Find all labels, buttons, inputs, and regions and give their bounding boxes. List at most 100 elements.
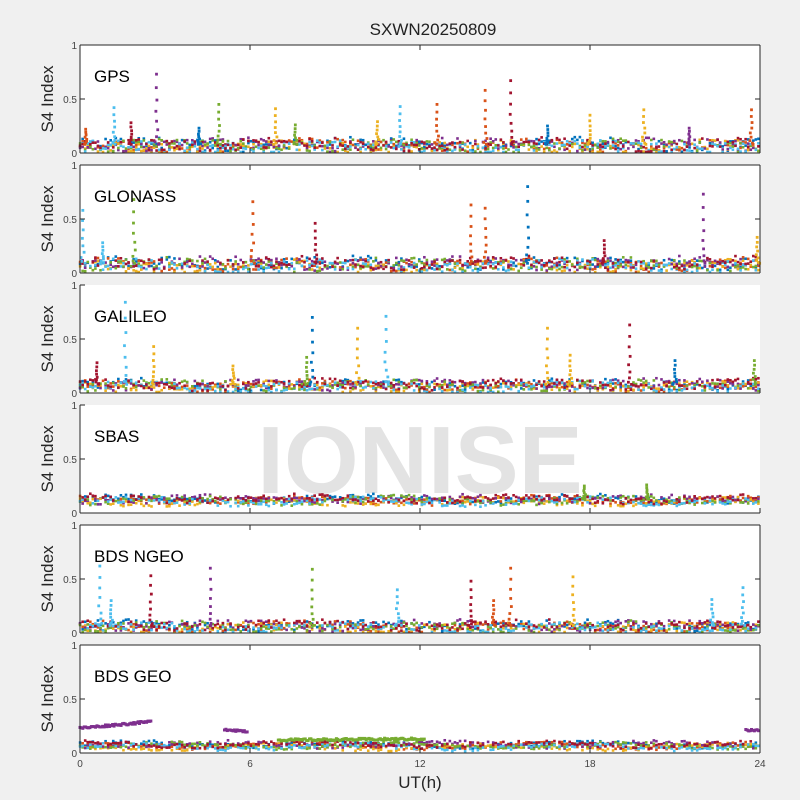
point <box>629 388 633 392</box>
spike-point <box>383 350 387 354</box>
point <box>662 265 666 268</box>
point <box>104 137 107 141</box>
point <box>479 150 482 154</box>
point <box>606 140 610 144</box>
spike-point <box>314 260 318 264</box>
point <box>410 260 413 264</box>
point <box>723 139 727 143</box>
point <box>514 264 518 268</box>
point <box>494 261 498 264</box>
point <box>81 145 84 149</box>
point <box>746 148 750 152</box>
point <box>558 260 561 264</box>
point <box>331 498 334 502</box>
point <box>683 140 686 144</box>
point <box>366 265 370 268</box>
point <box>425 142 429 146</box>
point <box>157 494 161 498</box>
point <box>729 266 732 270</box>
point <box>298 383 301 387</box>
spike-point <box>751 141 754 145</box>
spike-point <box>102 261 105 264</box>
point <box>642 377 645 380</box>
point <box>627 140 630 144</box>
point <box>229 497 232 501</box>
point <box>670 381 673 385</box>
point <box>535 265 538 269</box>
point <box>119 144 123 148</box>
point <box>530 265 533 269</box>
spike-point <box>703 261 707 265</box>
point <box>723 266 727 270</box>
point <box>754 138 758 141</box>
point <box>453 501 457 504</box>
point <box>180 267 184 271</box>
point <box>234 255 237 259</box>
point <box>430 147 434 150</box>
point <box>425 268 429 272</box>
point <box>287 139 291 142</box>
point <box>287 381 291 385</box>
point <box>208 255 212 258</box>
point <box>392 146 396 150</box>
point <box>540 145 543 148</box>
point <box>729 494 732 498</box>
point <box>489 260 492 264</box>
point <box>468 502 472 506</box>
point <box>741 496 745 500</box>
point <box>746 257 750 261</box>
point <box>746 494 750 498</box>
point <box>104 265 107 268</box>
spike-point <box>627 363 630 367</box>
point <box>89 140 92 144</box>
point <box>137 138 141 141</box>
spike-point <box>218 124 221 127</box>
point <box>379 494 383 498</box>
point <box>356 270 360 274</box>
spike-point <box>701 239 705 242</box>
spike-point <box>217 110 221 114</box>
point <box>417 498 421 502</box>
point <box>114 266 118 270</box>
point <box>198 140 202 144</box>
spike-point <box>311 351 315 355</box>
point <box>731 495 735 499</box>
point <box>313 269 316 272</box>
point <box>451 149 454 153</box>
point <box>122 497 125 500</box>
point <box>150 142 153 145</box>
spike-point <box>628 334 632 338</box>
point <box>318 139 322 142</box>
point <box>491 262 495 266</box>
point <box>101 147 105 150</box>
point <box>532 499 536 503</box>
point <box>201 259 204 262</box>
point <box>522 261 526 265</box>
point <box>514 148 518 152</box>
point <box>213 385 217 388</box>
point <box>614 270 617 273</box>
point <box>415 384 418 388</box>
point <box>634 150 638 153</box>
point <box>341 379 345 383</box>
point <box>168 504 171 508</box>
point <box>389 137 393 140</box>
point <box>440 144 444 148</box>
point <box>494 381 498 385</box>
point <box>333 260 337 264</box>
point <box>328 265 332 269</box>
point <box>310 500 314 504</box>
point <box>341 266 345 269</box>
point <box>657 139 661 143</box>
point <box>512 268 515 271</box>
point <box>389 496 393 500</box>
point <box>739 501 742 504</box>
point <box>247 499 250 503</box>
point <box>749 496 753 500</box>
point <box>713 259 717 263</box>
spike-point <box>384 328 388 331</box>
point <box>540 265 543 269</box>
point <box>132 145 135 149</box>
point <box>667 379 671 383</box>
point <box>576 138 579 142</box>
